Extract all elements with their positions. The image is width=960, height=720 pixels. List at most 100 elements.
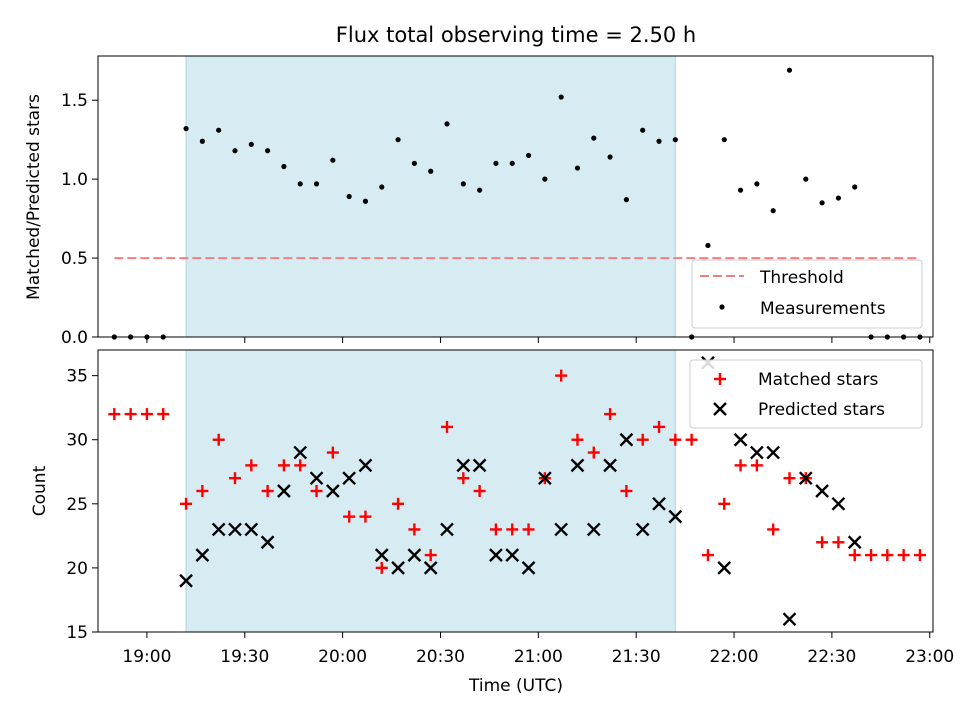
measurement-point	[705, 242, 711, 249]
measurement-point	[444, 121, 450, 127]
predicted-star-point	[733, 432, 748, 447]
top-x-ticks	[146, 337, 931, 343]
predicted-star-point	[472, 458, 487, 473]
measurement-point	[656, 138, 662, 144]
legend-matched-label: Matched stars	[758, 370, 878, 390]
measurement-point	[509, 160, 515, 166]
measurement-point	[265, 148, 271, 154]
measurement-point	[803, 176, 809, 182]
matched-star-point	[375, 561, 388, 574]
matched-star-point	[767, 523, 780, 536]
measurement-point	[574, 165, 581, 171]
matched-star-point	[848, 549, 861, 562]
bottom-legend-box	[689, 359, 923, 429]
predicted-star-point	[489, 548, 503, 562]
matched-star-point	[228, 472, 241, 485]
predicted-star-point	[815, 484, 829, 498]
x-tick-label: 21:30	[612, 647, 661, 667]
matched-star-point	[685, 433, 698, 446]
measurement-point	[525, 152, 532, 159]
top-shaded-span	[185, 55, 676, 338]
measurement-point	[819, 200, 825, 206]
predicted-star-point	[782, 612, 797, 627]
predicted-star-point	[619, 432, 634, 447]
chart-title: Flux total observing time = 2.50 h	[336, 23, 696, 47]
matched-star-point	[277, 459, 290, 472]
matched-star-point	[620, 485, 633, 497]
legend-measurements-swatch	[719, 304, 725, 310]
bottom-points	[108, 355, 926, 627]
matched-star-point	[157, 408, 170, 421]
matched-star-point	[140, 408, 153, 421]
bottom-legend: Matched stars Predicted stars	[689, 359, 923, 429]
measurement-point	[216, 127, 222, 133]
matched-star-point	[897, 549, 910, 562]
measurement-point	[607, 154, 613, 160]
matched-star-point	[522, 523, 535, 536]
matched-star-point	[913, 549, 926, 562]
measurement-point	[493, 160, 499, 166]
measurement-point	[558, 94, 564, 100]
measurement-point	[183, 126, 189, 132]
predicted-star-point	[195, 548, 210, 562]
matched-star-point	[294, 459, 307, 472]
matched-star-point	[750, 459, 763, 472]
legend-threshold-label: Threshold	[759, 268, 844, 288]
measurement-point	[477, 187, 483, 193]
measurement-point	[770, 208, 776, 214]
top-legend: Threshold Measurements	[691, 259, 923, 329]
matched-star-point	[408, 523, 421, 536]
measurement-point	[852, 184, 858, 190]
x-tick-label: 22:00	[710, 647, 759, 667]
matched-star-point	[653, 420, 666, 433]
matched-star-point	[587, 446, 600, 459]
x-axis-label: Time (UTC)	[468, 676, 563, 696]
measurement-point	[721, 137, 727, 143]
predicted-star-point	[717, 561, 732, 575]
bottom-axes-frame	[97, 349, 934, 633]
bottom-shaded-span	[185, 349, 676, 633]
predicted-star-point	[847, 535, 862, 550]
matched-star-point	[669, 433, 682, 446]
measurement-point	[640, 127, 646, 133]
predicted-star-point	[652, 496, 666, 511]
matched-star-point	[604, 408, 617, 421]
predicted-star-point	[456, 458, 471, 473]
measurement-point	[248, 141, 254, 148]
top-points	[111, 67, 923, 340]
matched-star-point	[473, 485, 486, 497]
measurement-point	[428, 168, 434, 174]
measurement-point	[281, 163, 287, 170]
matched-star-point	[261, 485, 274, 497]
matched-star-point	[108, 408, 121, 421]
matched-star-point	[865, 549, 878, 562]
predicted-star-point	[766, 445, 781, 460]
measurement-point	[297, 181, 303, 187]
legend-predicted-label: Predicted stars	[758, 400, 885, 420]
matched-star-point	[571, 433, 584, 446]
predicted-star-point	[244, 522, 259, 537]
predicted-star-point	[831, 496, 846, 511]
measurement-point	[411, 160, 417, 166]
predicted-star-point	[586, 522, 601, 537]
predicted-star-point	[293, 445, 308, 460]
predicted-star-point	[505, 548, 520, 562]
y-tick-label: 0.5	[61, 249, 88, 269]
predicted-star-point	[538, 471, 552, 486]
matched-star-point	[343, 510, 356, 523]
measurement-point	[542, 176, 548, 182]
matched-star-point	[832, 536, 845, 549]
x-tick-label: 19:00	[122, 647, 171, 667]
x-tick-label: 21:00	[514, 647, 563, 667]
matched-star-point	[783, 472, 796, 485]
bottom-y-axis-label: Count	[30, 465, 50, 516]
matched-star-point	[310, 485, 323, 497]
matched-star-point	[816, 536, 829, 549]
legend-predicted-swatch	[713, 402, 727, 416]
measurement-point	[460, 181, 466, 187]
measurement-point	[313, 181, 320, 187]
matched-star-point	[180, 497, 193, 510]
predicted-star-point	[440, 522, 454, 537]
matched-star-point	[718, 497, 731, 510]
y-tick-label: 20	[66, 559, 88, 579]
